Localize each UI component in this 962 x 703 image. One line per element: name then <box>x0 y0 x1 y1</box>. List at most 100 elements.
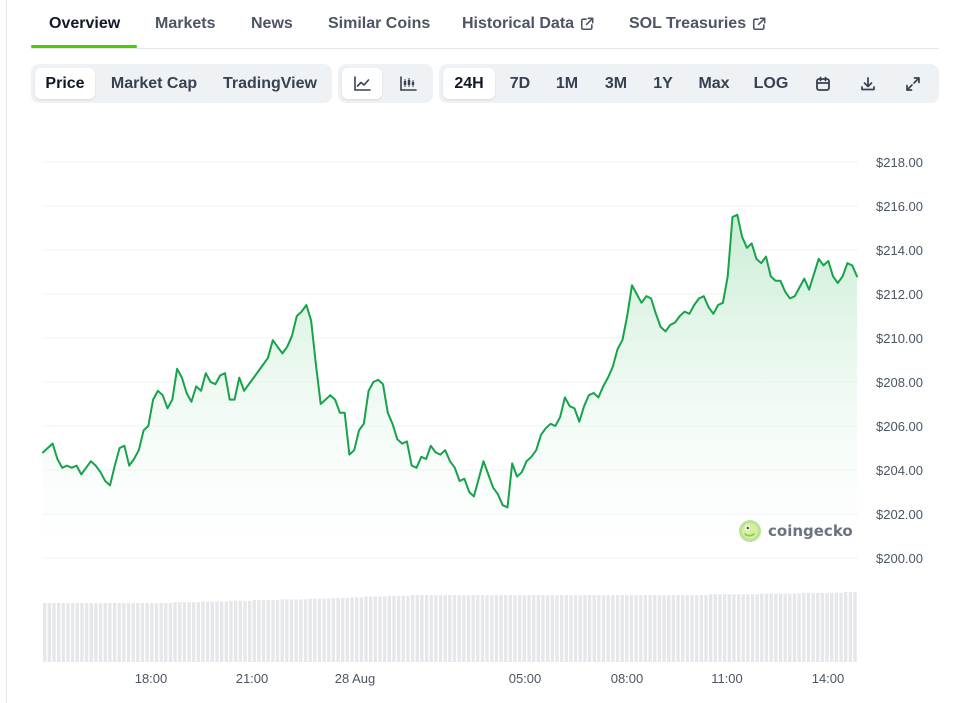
tab-similar-coins[interactable]: Similar Coins <box>328 15 430 33</box>
candlestick-chart-button[interactable] <box>388 68 428 99</box>
active-tab-indicator <box>31 45 137 48</box>
download-icon <box>861 76 875 90</box>
x-tick-label: 05:00 <box>509 671 542 686</box>
volume-bar <box>219 601 224 662</box>
volume-bar <box>206 601 210 662</box>
volume-bar <box>359 597 364 662</box>
calendar-button[interactable] <box>804 68 842 99</box>
volume-bar <box>75 602 79 662</box>
tab-sol-treasuries[interactable]: SOL Treasuries <box>629 15 766 33</box>
volume-bar <box>187 602 191 662</box>
volume-bar <box>173 602 177 662</box>
volume-bar <box>369 596 373 662</box>
tradingview-view-button[interactable]: TradingView <box>223 74 317 92</box>
price-area-fill <box>43 214 857 559</box>
line-chart-button[interactable] <box>342 68 382 99</box>
expand-button[interactable] <box>894 68 932 99</box>
range-3m-button[interactable]: 3M <box>604 74 628 92</box>
volume-bar <box>601 595 606 662</box>
volume-bar <box>648 595 652 662</box>
range-7d-button[interactable]: 7D <box>509 74 531 92</box>
volume-bar <box>382 596 387 662</box>
volume-bar <box>452 595 457 662</box>
download-button[interactable] <box>849 68 887 99</box>
volume-bar <box>443 595 447 662</box>
volume-bar <box>364 596 368 662</box>
volume-bar <box>215 601 219 662</box>
price-chart: $218.00 $216.00 $214.00 $212.00 $210.00 $208.… <box>42 155 923 686</box>
volume-bar <box>802 592 806 662</box>
tab-overview[interactable]: Overview <box>49 15 120 33</box>
y-axis-labels: $218.00 $216.00 $214.00 $212.00 $210.00 $208.… <box>876 155 923 566</box>
y-tick-label: $210.00 <box>876 331 923 346</box>
volume-bar <box>299 599 303 662</box>
volume-bar <box>373 596 378 662</box>
market-cap-view-button[interactable]: Market Cap <box>110 74 198 92</box>
volume-bar <box>103 602 107 662</box>
coingecko-logo-icon <box>739 520 761 542</box>
volume-bar <box>764 593 769 662</box>
view-toggle-group: Price Market Cap TradingView <box>31 64 332 103</box>
y-tick-label: $214.00 <box>876 243 923 258</box>
volume-bar <box>387 595 391 662</box>
volume-bar <box>275 600 280 662</box>
range-1y-button[interactable]: 1Y <box>653 74 673 92</box>
volume-bar <box>527 595 531 662</box>
volume-bar <box>164 602 168 662</box>
volume-bar <box>499 595 503 662</box>
volume-bar <box>513 595 517 662</box>
volume-bar <box>178 602 182 662</box>
tab-news[interactable]: News <box>251 15 293 33</box>
volume-bar <box>490 595 494 662</box>
calendar-icon <box>816 76 830 91</box>
volume-bar <box>606 595 610 662</box>
volume-bar <box>341 597 345 662</box>
y-tick-label: $212.00 <box>876 287 923 302</box>
volume-bar <box>117 602 121 662</box>
volume-bar <box>233 600 238 662</box>
volume-bar <box>532 595 536 662</box>
volume-bar <box>746 594 750 662</box>
volume-bar <box>196 602 201 662</box>
y-tick-label: $200.00 <box>876 551 923 566</box>
volume-bar <box>327 598 331 662</box>
volume-bar <box>70 602 75 662</box>
volume-bar <box>261 600 266 662</box>
y-tick-label: $206.00 <box>876 419 923 434</box>
volume-bar <box>545 595 550 662</box>
volume-bar <box>806 592 811 662</box>
volume-bar <box>201 601 205 662</box>
log-scale-button[interactable]: LOG <box>753 74 789 92</box>
volume-bar <box>760 593 764 662</box>
range-1m-button[interactable]: 1M <box>555 74 579 92</box>
volume-bar <box>578 595 582 662</box>
volume-bar <box>844 592 848 662</box>
volume-bar <box>257 600 261 662</box>
tab-historical-data[interactable]: Historical Data <box>462 15 594 33</box>
volume-bar <box>718 594 722 662</box>
volume-bar <box>396 595 401 662</box>
volume-bar <box>704 595 708 662</box>
volume-bar <box>448 595 452 662</box>
range-24h-button[interactable]: 24H <box>443 68 495 99</box>
range-max-button[interactable]: Max <box>698 74 730 92</box>
tab-markets[interactable]: Markets <box>155 15 215 33</box>
volume-bar <box>392 595 396 662</box>
volume-bar <box>84 602 89 662</box>
volume-bar <box>848 592 853 662</box>
price-view-button[interactable]: Price <box>35 68 95 99</box>
x-tick-label: 11:00 <box>711 671 743 686</box>
volume-bar <box>555 595 559 662</box>
x-axis-labels: 18:00 21:00 28 Aug 05:00 08:00 11:00 14:00 <box>135 671 845 686</box>
volume-bar <box>536 595 541 662</box>
volume-bar <box>131 602 135 662</box>
volume-bar <box>625 595 629 662</box>
volume-bar <box>615 595 620 662</box>
volume-bar <box>471 595 475 662</box>
volume-bar <box>639 595 643 662</box>
volume-bar <box>150 602 154 662</box>
volume-bar <box>634 595 638 662</box>
volume-bar <box>741 594 745 662</box>
volume-bar <box>140 602 145 662</box>
volume-bar <box>350 597 354 662</box>
